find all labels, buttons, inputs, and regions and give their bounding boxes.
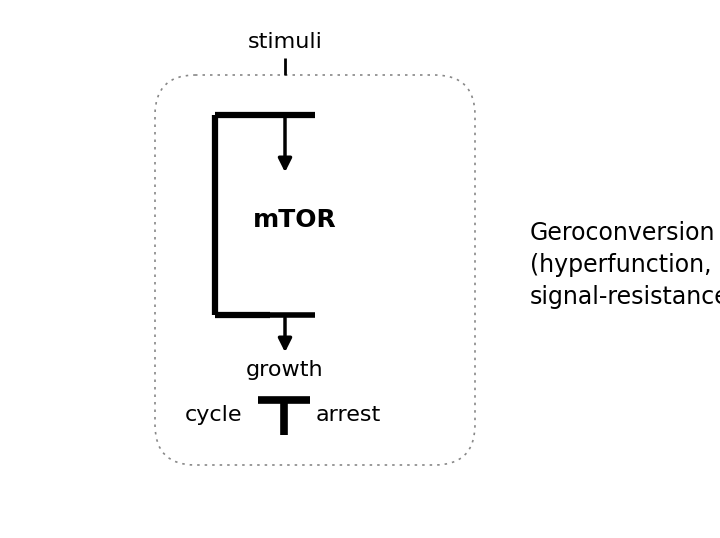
- Text: stimuli: stimuli: [248, 32, 323, 52]
- Text: cycle: cycle: [184, 405, 242, 425]
- Text: Geroconversion
(hyperfunction,
signal-resistance): Geroconversion (hyperfunction, signal-re…: [530, 222, 720, 309]
- Text: growth: growth: [246, 360, 324, 380]
- Text: mTOR: mTOR: [253, 208, 337, 232]
- Text: arrest: arrest: [316, 405, 382, 425]
